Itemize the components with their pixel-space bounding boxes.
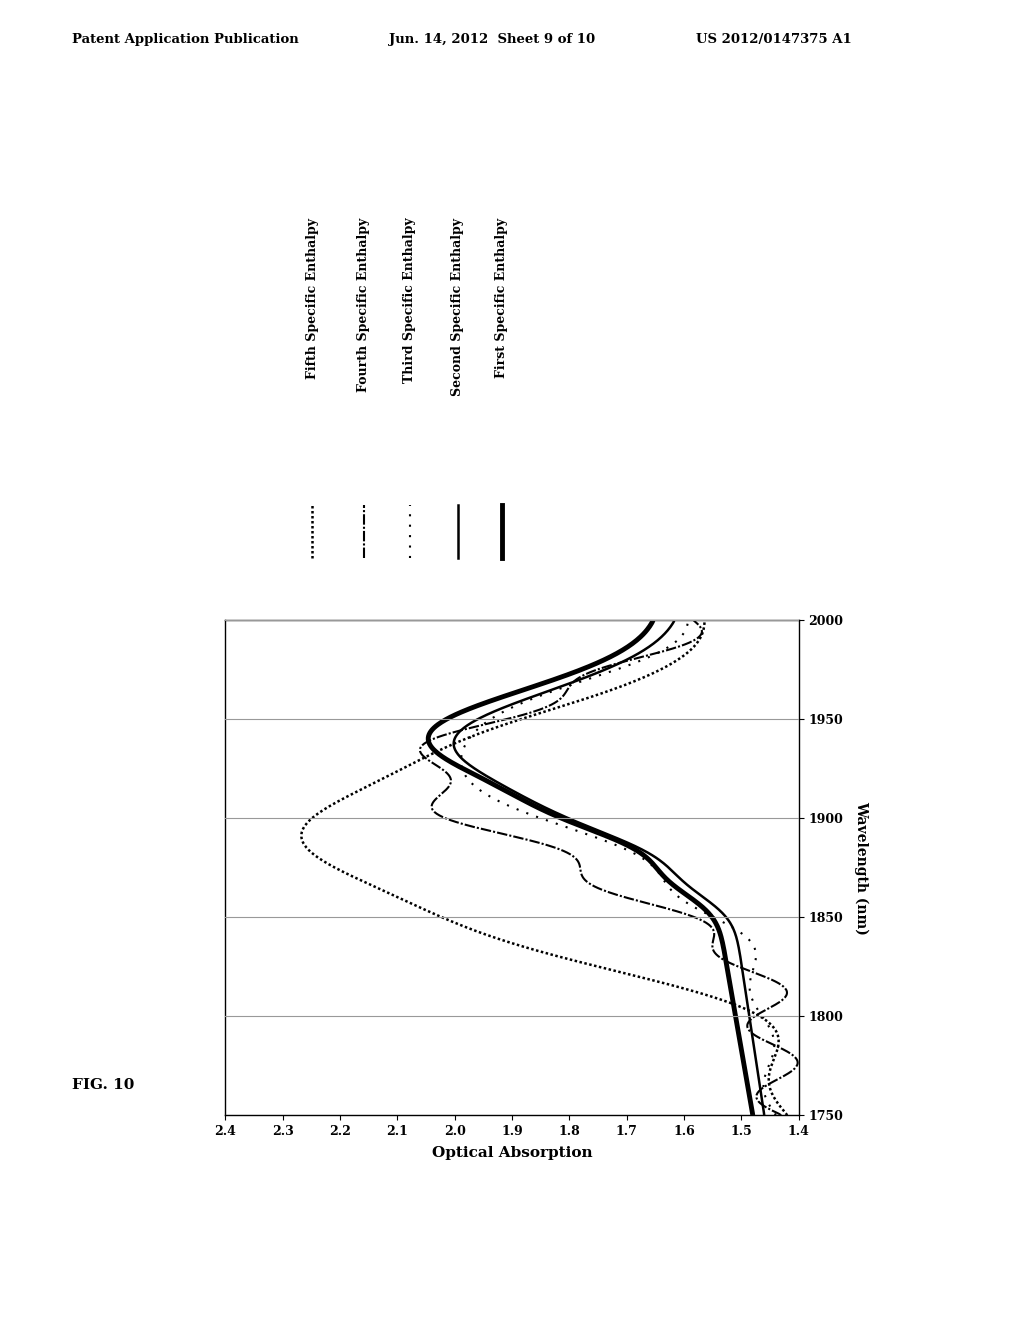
Text: Patent Application Publication: Patent Application Publication <box>72 33 298 46</box>
Text: Third Specific Enthalpy: Third Specific Enthalpy <box>403 218 416 383</box>
Text: US 2012/0147375 A1: US 2012/0147375 A1 <box>696 33 852 46</box>
Text: Jun. 14, 2012  Sheet 9 of 10: Jun. 14, 2012 Sheet 9 of 10 <box>389 33 595 46</box>
Text: Fifth Specific Enthalpy: Fifth Specific Enthalpy <box>306 218 318 379</box>
Text: Fourth Specific Enthalpy: Fourth Specific Enthalpy <box>357 218 370 392</box>
Text: Second Specific Enthalpy: Second Specific Enthalpy <box>452 218 464 396</box>
X-axis label: Optical Absorption: Optical Absorption <box>432 1147 592 1160</box>
Text: First Specific Enthalpy: First Specific Enthalpy <box>496 218 508 378</box>
Text: FIG. 10: FIG. 10 <box>72 1078 134 1092</box>
Y-axis label: Wavelength (nm): Wavelength (nm) <box>854 801 868 935</box>
